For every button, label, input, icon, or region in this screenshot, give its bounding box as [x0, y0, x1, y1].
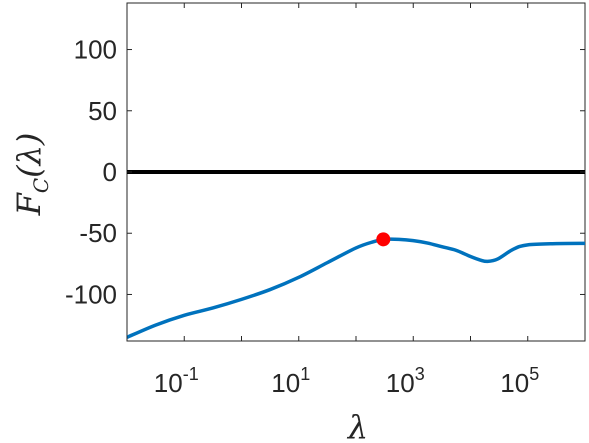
y-axis-label-arg: (λ) — [10, 133, 48, 178]
y-tick-label: 100 — [74, 35, 117, 65]
y-tick-label: -100 — [65, 279, 117, 309]
y-tick-label: -50 — [79, 218, 117, 248]
x-axis-label: λ — [346, 408, 368, 443]
y-tick-label: 0 — [103, 157, 117, 187]
y-tick-label: 50 — [88, 96, 117, 126]
x-tick-label: 10-1 — [154, 364, 199, 398]
curve-series-line — [127, 237, 585, 339]
x-tick-label: 105 — [500, 364, 539, 398]
data-layer — [127, 170, 585, 339]
y-axis-label-sub: C — [29, 178, 53, 193]
axis-labels: λ FC(λ) — [10, 133, 368, 443]
y-axis-label: FC(λ) — [10, 133, 53, 217]
x-tick-label: 101 — [271, 364, 310, 398]
plot-area — [126, 2, 586, 342]
y-axis-label-main: F — [10, 191, 48, 216]
axis-ticks: 100 50 0 -50 -100 10-1 101 103 105 — [65, 3, 586, 398]
x-tick-label: 103 — [386, 364, 425, 398]
peak-marker — [376, 232, 391, 247]
